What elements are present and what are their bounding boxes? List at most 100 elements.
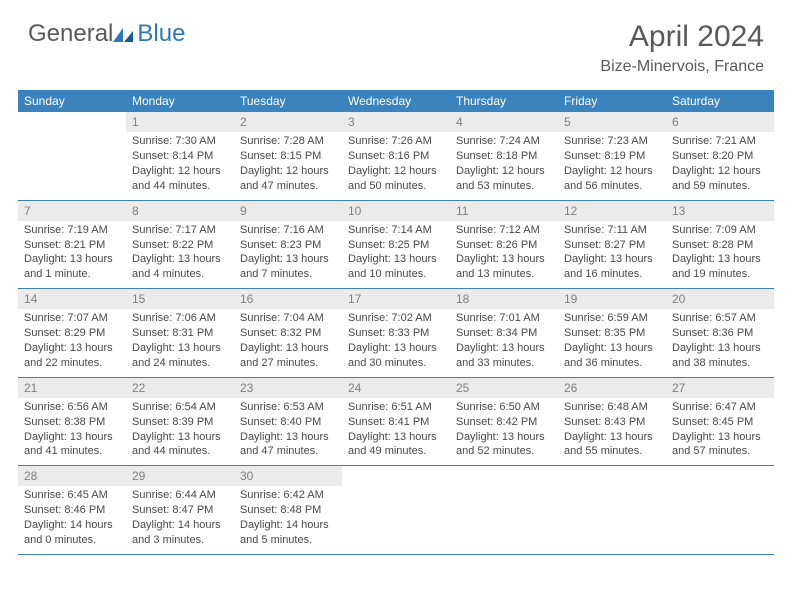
day-number: 28 [18, 466, 126, 486]
sunset-text: Sunset: 8:46 PM [24, 503, 120, 518]
sunset-text: Sunset: 8:40 PM [240, 415, 336, 430]
day-cell: 1Sunrise: 7:30 AMSunset: 8:14 PMDaylight… [126, 112, 234, 200]
daylight-text: Daylight: 12 hours and 59 minutes. [672, 164, 768, 194]
day-number: 16 [234, 289, 342, 309]
day-number: 10 [342, 201, 450, 221]
day-number: 25 [450, 378, 558, 398]
sunset-text: Sunset: 8:29 PM [24, 326, 120, 341]
daylight-text: Daylight: 12 hours and 44 minutes. [132, 164, 228, 194]
weekday-header: Monday [126, 90, 234, 112]
sunset-text: Sunset: 8:34 PM [456, 326, 552, 341]
day-cell: 14Sunrise: 7:07 AMSunset: 8:29 PMDayligh… [18, 289, 126, 377]
day-number: 9 [234, 201, 342, 221]
day-number: 19 [558, 289, 666, 309]
week-row: 21Sunrise: 6:56 AMSunset: 8:38 PMDayligh… [18, 378, 774, 467]
daylight-text: Daylight: 13 hours and 47 minutes. [240, 430, 336, 460]
weekday-header: Friday [558, 90, 666, 112]
day-cell: 17Sunrise: 7:02 AMSunset: 8:33 PMDayligh… [342, 289, 450, 377]
sunrise-text: Sunrise: 7:24 AM [456, 134, 552, 149]
sunrise-text: Sunrise: 6:47 AM [672, 400, 768, 415]
sunrise-text: Sunrise: 7:07 AM [24, 311, 120, 326]
day-cell: 27Sunrise: 6:47 AMSunset: 8:45 PMDayligh… [666, 378, 774, 466]
daylight-text: Daylight: 13 hours and 27 minutes. [240, 341, 336, 371]
sunrise-text: Sunrise: 6:57 AM [672, 311, 768, 326]
day-number: 1 [126, 112, 234, 132]
sunrise-text: Sunrise: 7:16 AM [240, 223, 336, 238]
weeks-container: 1Sunrise: 7:30 AMSunset: 8:14 PMDaylight… [18, 112, 774, 555]
day-number: 20 [666, 289, 774, 309]
day-cell: 3Sunrise: 7:26 AMSunset: 8:16 PMDaylight… [342, 112, 450, 200]
day-cell: 4Sunrise: 7:24 AMSunset: 8:18 PMDaylight… [450, 112, 558, 200]
day-number: 7 [18, 201, 126, 221]
sunset-text: Sunset: 8:18 PM [456, 149, 552, 164]
day-number: 6 [666, 112, 774, 132]
daylight-text: Daylight: 12 hours and 53 minutes. [456, 164, 552, 194]
sunset-text: Sunset: 8:31 PM [132, 326, 228, 341]
sunrise-text: Sunrise: 6:42 AM [240, 488, 336, 503]
day-cell: 23Sunrise: 6:53 AMSunset: 8:40 PMDayligh… [234, 378, 342, 466]
day-number: 5 [558, 112, 666, 132]
week-row: 28Sunrise: 6:45 AMSunset: 8:46 PMDayligh… [18, 466, 774, 555]
daylight-text: Daylight: 14 hours and 0 minutes. [24, 518, 120, 548]
weekday-header: Tuesday [234, 90, 342, 112]
sunrise-text: Sunrise: 7:02 AM [348, 311, 444, 326]
sunset-text: Sunset: 8:36 PM [672, 326, 768, 341]
day-cell: 2Sunrise: 7:28 AMSunset: 8:15 PMDaylight… [234, 112, 342, 200]
day-cell: 6Sunrise: 7:21 AMSunset: 8:20 PMDaylight… [666, 112, 774, 200]
daylight-text: Daylight: 13 hours and 24 minutes. [132, 341, 228, 371]
day-number: 26 [558, 378, 666, 398]
sunset-text: Sunset: 8:23 PM [240, 238, 336, 253]
day-cell: 21Sunrise: 6:56 AMSunset: 8:38 PMDayligh… [18, 378, 126, 466]
daylight-text: Daylight: 13 hours and 19 minutes. [672, 252, 768, 282]
day-number: 8 [126, 201, 234, 221]
daylight-text: Daylight: 12 hours and 56 minutes. [564, 164, 660, 194]
sunset-text: Sunset: 8:16 PM [348, 149, 444, 164]
sunset-text: Sunset: 8:47 PM [132, 503, 228, 518]
daylight-text: Daylight: 13 hours and 13 minutes. [456, 252, 552, 282]
day-cell: 9 Sunrise: 7:16 AMSunset: 8:23 PMDaylight… [234, 201, 342, 289]
weekday-header-row: SundayMondayTuesdayWednesdayThursdayFrid… [18, 90, 774, 112]
sunrise-text: Sunrise: 7:04 AM [240, 311, 336, 326]
day-cell: 19Sunrise: 6:59 AMSunset: 8:35 PMDayligh… [558, 289, 666, 377]
sunset-text: Sunset: 8:43 PM [564, 415, 660, 430]
logo-mark-icon [113, 21, 135, 37]
daylight-text: Daylight: 13 hours and 4 minutes. [132, 252, 228, 282]
sunrise-text: Sunrise: 7:14 AM [348, 223, 444, 238]
day-cell-empty [18, 112, 126, 200]
day-cell-empty [450, 466, 558, 554]
day-cell: 7Sunrise: 7:19 AMSunset: 8:21 PMDaylight… [18, 201, 126, 289]
daylight-text: Daylight: 13 hours and 49 minutes. [348, 430, 444, 460]
day-cell: 15Sunrise: 7:06 AMSunset: 8:31 PMDayligh… [126, 289, 234, 377]
sunrise-text: Sunrise: 7:09 AM [672, 223, 768, 238]
week-row: 14Sunrise: 7:07 AMSunset: 8:29 PMDayligh… [18, 289, 774, 378]
page-title: April 2024 [600, 20, 764, 54]
sunrise-text: Sunrise: 7:11 AM [564, 223, 660, 238]
sunset-text: Sunset: 8:14 PM [132, 149, 228, 164]
day-cell: 18Sunrise: 7:01 AMSunset: 8:34 PMDayligh… [450, 289, 558, 377]
day-number: 30 [234, 466, 342, 486]
sunrise-text: Sunrise: 7:21 AM [672, 134, 768, 149]
sunrise-text: Sunrise: 7:28 AM [240, 134, 336, 149]
daylight-text: Daylight: 13 hours and 7 minutes. [240, 252, 336, 282]
logo: General Blue [28, 20, 185, 48]
sunrise-text: Sunrise: 6:54 AM [132, 400, 228, 415]
day-cell: 28Sunrise: 6:45 AMSunset: 8:46 PMDayligh… [18, 466, 126, 554]
sunrise-text: Sunrise: 7:06 AM [132, 311, 228, 326]
weekday-header: Saturday [666, 90, 774, 112]
day-cell: 22Sunrise: 6:54 AMSunset: 8:39 PMDayligh… [126, 378, 234, 466]
day-cell: 8Sunrise: 7:17 AMSunset: 8:22 PMDaylight… [126, 201, 234, 289]
location-label: Bize-Minervois, France [600, 58, 764, 76]
title-block: April 2024 Bize-Minervois, France [600, 20, 764, 76]
calendar: SundayMondayTuesdayWednesdayThursdayFrid… [18, 90, 774, 555]
daylight-text: Daylight: 13 hours and 41 minutes. [24, 430, 120, 460]
sunset-text: Sunset: 8:19 PM [564, 149, 660, 164]
sunset-text: Sunset: 8:38 PM [24, 415, 120, 430]
sunset-text: Sunset: 8:21 PM [24, 238, 120, 253]
day-number: 2 [234, 112, 342, 132]
sunrise-text: Sunrise: 7:01 AM [456, 311, 552, 326]
daylight-text: Daylight: 13 hours and 10 minutes. [348, 252, 444, 282]
sunrise-text: Sunrise: 6:56 AM [24, 400, 120, 415]
daylight-text: Daylight: 12 hours and 47 minutes. [240, 164, 336, 194]
sunrise-text: Sunrise: 7:12 AM [456, 223, 552, 238]
day-cell: 16Sunrise: 7:04 AMSunset: 8:32 PMDayligh… [234, 289, 342, 377]
